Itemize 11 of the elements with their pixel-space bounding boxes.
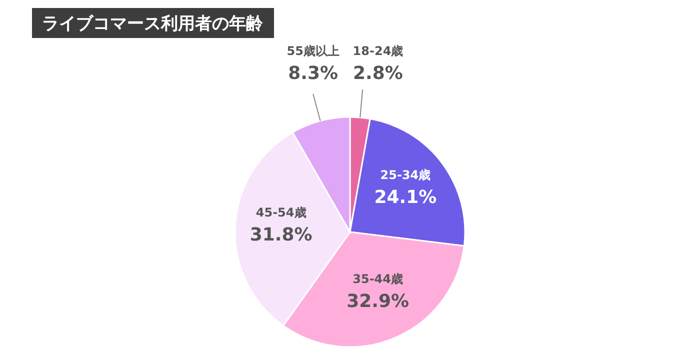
data-label: 24.1% (374, 186, 437, 208)
data-label: 2.8% (353, 63, 403, 84)
chart-title: ライブコマース利用者の年齢 (42, 14, 264, 34)
slice-label: 18-24歳 (352, 44, 404, 58)
slice-label: 25-34歳 (380, 168, 431, 182)
data-label: 32.9% (346, 291, 410, 312)
slice-label: 35-44歳 (352, 272, 404, 286)
slice-label: 45-54歳 (256, 206, 306, 220)
data-label: 8.3% (288, 63, 338, 84)
data-label: 31.8% (250, 224, 312, 246)
slice-label: 55歳以上 (286, 44, 340, 58)
